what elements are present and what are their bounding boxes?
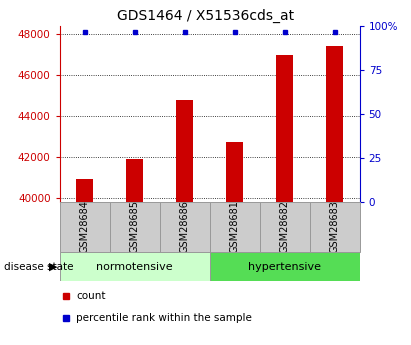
FancyBboxPatch shape — [210, 202, 260, 252]
FancyBboxPatch shape — [60, 252, 210, 281]
Text: percentile rank within the sample: percentile rank within the sample — [76, 313, 252, 323]
FancyBboxPatch shape — [309, 202, 360, 252]
Text: GSM28681: GSM28681 — [230, 200, 240, 253]
Text: hypertensive: hypertensive — [248, 262, 321, 272]
Text: count: count — [76, 291, 106, 301]
Bar — [126, 159, 143, 202]
Text: GDS1464 / X51536cds_at: GDS1464 / X51536cds_at — [117, 9, 294, 23]
FancyBboxPatch shape — [159, 202, 210, 252]
Bar — [326, 46, 343, 202]
Text: GSM28682: GSM28682 — [279, 200, 290, 253]
Text: ▶: ▶ — [49, 262, 58, 272]
Text: GSM28685: GSM28685 — [129, 200, 140, 253]
Bar — [276, 55, 293, 202]
Text: normotensive: normotensive — [96, 262, 173, 272]
FancyBboxPatch shape — [210, 252, 360, 281]
Bar — [76, 179, 93, 202]
FancyBboxPatch shape — [60, 202, 110, 252]
Bar — [176, 99, 193, 202]
Text: GSM28683: GSM28683 — [330, 200, 339, 253]
FancyBboxPatch shape — [260, 202, 309, 252]
FancyBboxPatch shape — [110, 202, 159, 252]
Text: GSM28684: GSM28684 — [80, 200, 90, 253]
Text: disease state: disease state — [4, 262, 74, 272]
Text: GSM28686: GSM28686 — [180, 200, 189, 253]
Bar — [226, 142, 243, 202]
